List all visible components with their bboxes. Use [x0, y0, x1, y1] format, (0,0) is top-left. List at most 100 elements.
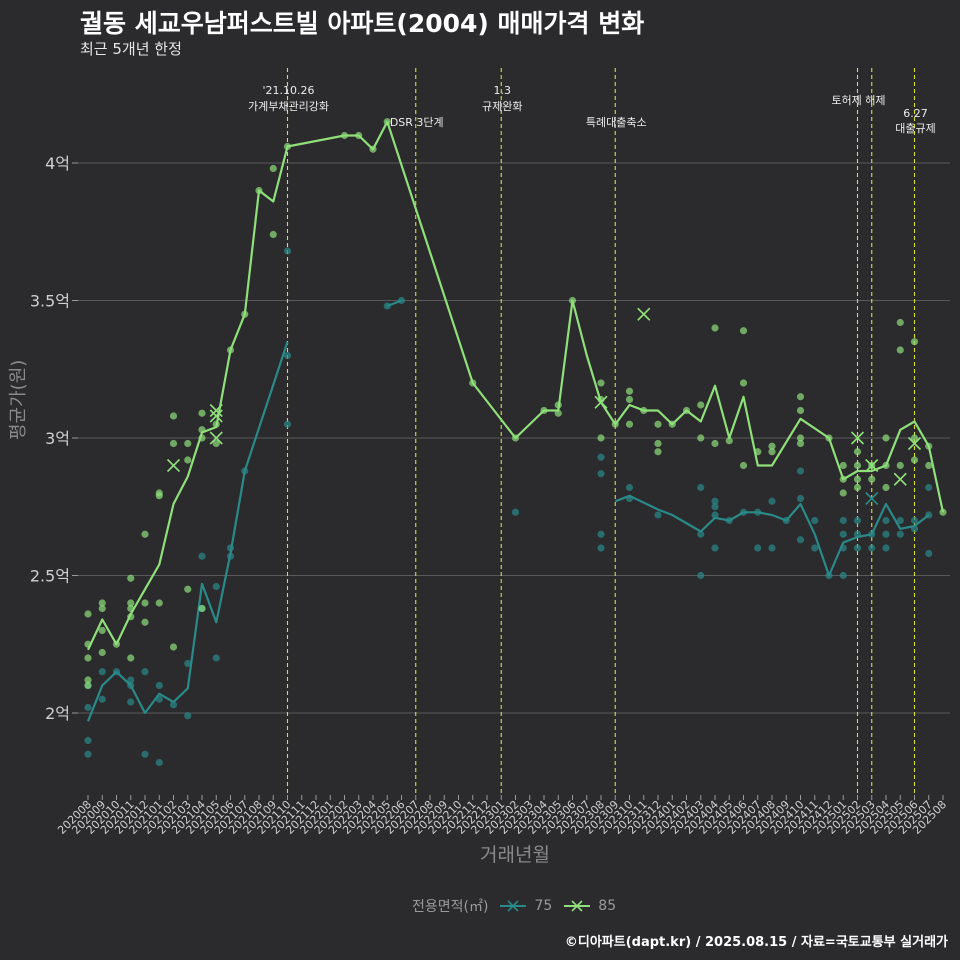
data-point-85 — [739, 379, 748, 387]
data-point-85 — [184, 439, 192, 448]
data-point-75 — [711, 511, 719, 519]
data-point-75 — [711, 503, 719, 511]
data-point-85 — [269, 164, 277, 173]
data-point-75 — [184, 659, 192, 668]
data-point-85 — [155, 599, 163, 607]
data-point-85 — [98, 604, 106, 613]
data-point-75 — [141, 750, 149, 758]
data-point-75 — [796, 536, 805, 544]
data-point-75 — [198, 552, 206, 560]
chart-title: 궐동 세교우남퍼스트빌 아파트(2004) 매매가격 변화 — [80, 9, 645, 38]
series-line-75 — [386, 299, 402, 308]
event-label: 토허제 해제 — [831, 93, 885, 107]
legend: 전용면적(㎡) 75 85 — [412, 896, 616, 916]
data-point-85 — [625, 420, 634, 428]
data-point-75 — [184, 712, 192, 720]
data-point-85 — [269, 230, 277, 239]
event-label: 규제완화 — [482, 100, 522, 113]
cross-marker-85 — [166, 458, 181, 473]
data-point-75 — [141, 668, 149, 676]
data-point-75 — [127, 676, 135, 684]
data-point-85 — [141, 618, 149, 626]
data-point-75 — [868, 544, 876, 552]
data-point-75 — [169, 701, 178, 709]
x-axis-label: 거래년월 — [480, 844, 550, 866]
data-point-75 — [597, 470, 605, 478]
data-point-85 — [169, 439, 178, 448]
data-point-85 — [184, 456, 192, 464]
data-point-75 — [654, 511, 662, 519]
data-point-85 — [796, 434, 805, 442]
cross-stroke — [594, 395, 608, 409]
data-point-75 — [796, 467, 805, 475]
data-point-85 — [127, 599, 135, 607]
data-point-75 — [84, 736, 92, 745]
data-point-75 — [882, 516, 890, 525]
data-point-75 — [768, 544, 776, 552]
cross-stroke — [637, 307, 651, 321]
data-point-85 — [697, 434, 705, 442]
data-point-75 — [212, 654, 220, 662]
data-point-75 — [98, 668, 106, 676]
legend-label-85: 85 — [598, 898, 617, 914]
data-point-85 — [925, 461, 933, 470]
data-point-75 — [98, 695, 106, 703]
data-point-75 — [896, 516, 904, 525]
data-point-75 — [212, 582, 220, 591]
data-point-85 — [697, 401, 705, 409]
legend-label-75: 75 — [534, 898, 553, 914]
data-point-85 — [739, 461, 748, 470]
data-point-75 — [283, 247, 292, 255]
legend-key-85 — [564, 900, 591, 912]
data-point-75 — [796, 494, 805, 503]
data-point-85 — [84, 676, 92, 684]
cross-marker-85 — [893, 472, 907, 486]
data-point-75 — [839, 530, 847, 538]
data-point-85 — [597, 434, 605, 442]
event-label: 1.3 — [494, 84, 512, 97]
data-point-85 — [84, 654, 92, 662]
cross-marker-85 — [209, 403, 223, 418]
data-point-75 — [127, 698, 135, 706]
data-point-85 — [796, 406, 805, 415]
data-point-85 — [853, 448, 862, 456]
data-point-85 — [910, 434, 919, 442]
data-point-75 — [853, 516, 862, 525]
data-point-75 — [597, 544, 605, 552]
data-point-85 — [184, 585, 192, 593]
data-point-75 — [811, 544, 819, 552]
data-point-75 — [283, 420, 292, 428]
cross-stroke — [893, 472, 907, 486]
data-point-75 — [155, 681, 163, 690]
chart-subtitle: 최근 5개년 한정 — [80, 40, 182, 58]
data-point-85 — [625, 395, 634, 404]
legend-item-75: 75 — [498, 898, 552, 914]
data-point-75 — [882, 544, 890, 552]
cross-marker-85 — [209, 431, 223, 445]
data-point-85 — [896, 318, 904, 327]
cross-marker-85 — [865, 458, 879, 473]
data-point-75 — [697, 571, 705, 580]
source-caption: ©디아파트(dapt.kr) / 2025.08.15 / 자료=국토교통부 실… — [564, 935, 948, 950]
cross-stroke — [850, 431, 865, 445]
cross-stroke — [209, 403, 223, 418]
data-point-75 — [853, 544, 862, 552]
event-label: '21.10.26 — [262, 84, 314, 97]
data-point-85 — [141, 530, 149, 538]
cross-marker-85 — [907, 436, 922, 451]
data-point-85 — [768, 448, 776, 456]
data-point-75 — [697, 530, 705, 538]
event-label: 대출규제 — [895, 122, 935, 135]
cross-stroke — [907, 436, 922, 451]
data-point-85 — [654, 420, 662, 428]
data-point-85 — [839, 489, 847, 497]
data-point-85 — [896, 461, 904, 470]
y-tick-label: 2억 — [45, 704, 70, 723]
data-point-85 — [98, 648, 106, 657]
data-point-75 — [811, 516, 819, 525]
data-point-85 — [198, 409, 206, 417]
data-point-75 — [925, 549, 933, 558]
data-point-85 — [98, 599, 106, 607]
data-point-85 — [127, 574, 135, 582]
